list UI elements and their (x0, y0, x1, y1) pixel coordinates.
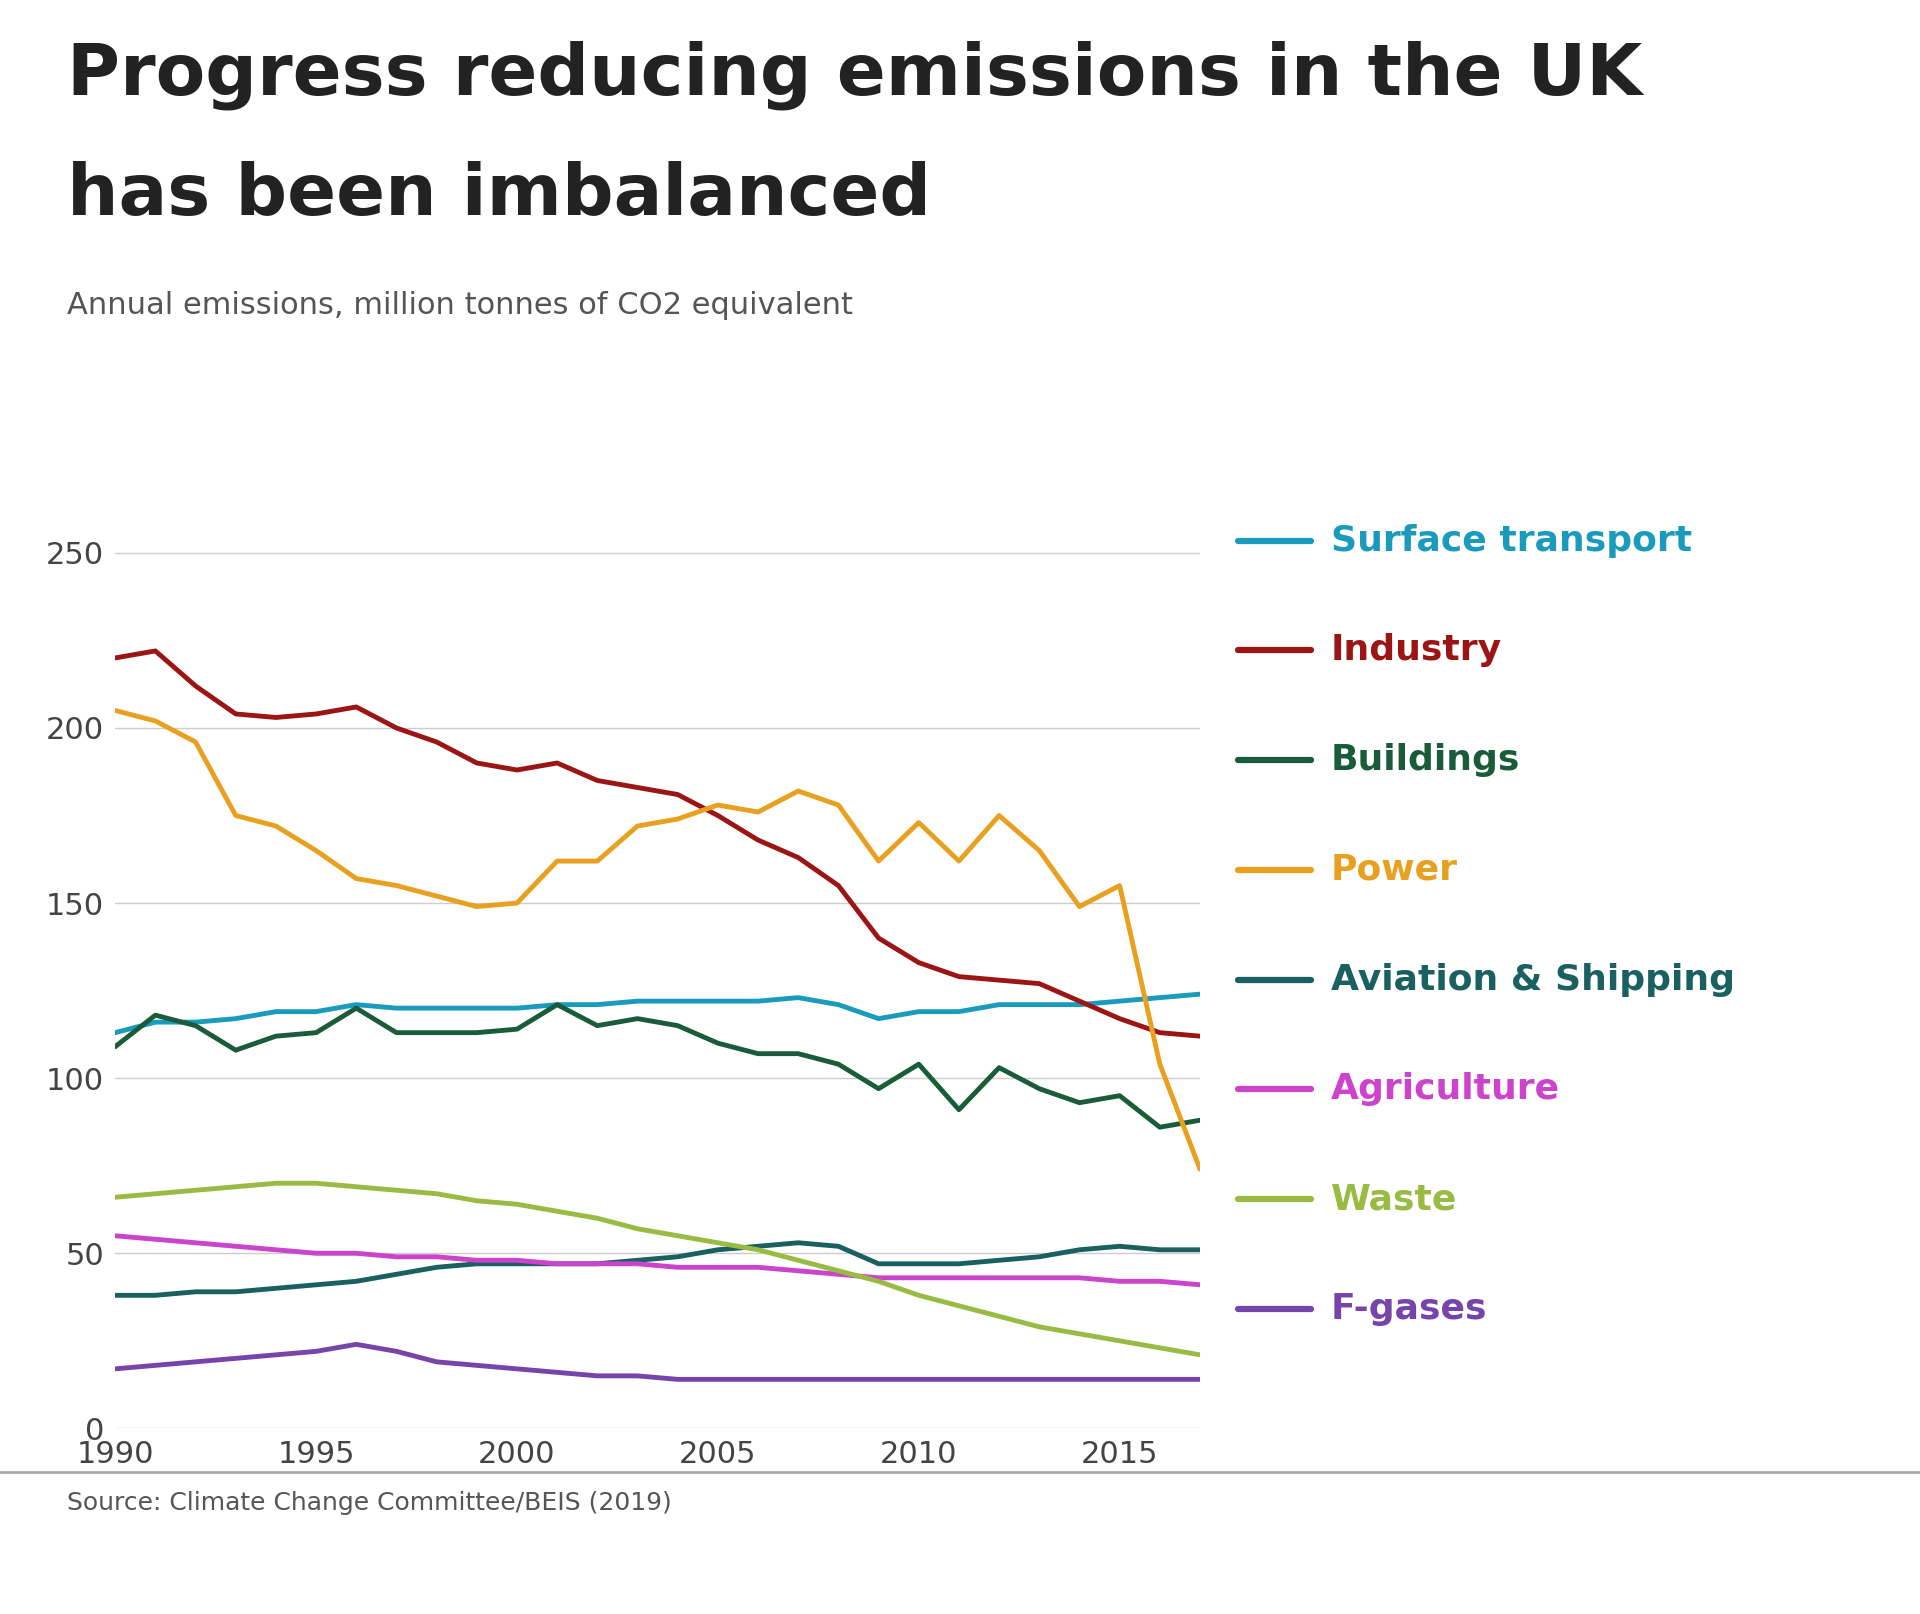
Text: Aviation & Shipping: Aviation & Shipping (1331, 962, 1734, 997)
Text: BBC: BBC (1770, 1528, 1847, 1561)
Text: Industry: Industry (1331, 633, 1501, 668)
Text: has been imbalanced: has been imbalanced (67, 161, 931, 231)
Text: Annual emissions, million tonnes of CO2 equivalent: Annual emissions, million tonnes of CO2 … (67, 291, 852, 320)
Text: Progress reducing emissions in the UK: Progress reducing emissions in the UK (67, 40, 1642, 110)
Text: Buildings: Buildings (1331, 742, 1521, 778)
Text: Source: Climate Change Committee/BEIS (2019): Source: Climate Change Committee/BEIS (2… (67, 1491, 672, 1516)
Text: Waste: Waste (1331, 1181, 1457, 1217)
Text: Agriculture: Agriculture (1331, 1072, 1559, 1107)
Text: Power: Power (1331, 852, 1457, 888)
Text: Surface transport: Surface transport (1331, 523, 1692, 558)
Text: F-gases: F-gases (1331, 1291, 1488, 1327)
